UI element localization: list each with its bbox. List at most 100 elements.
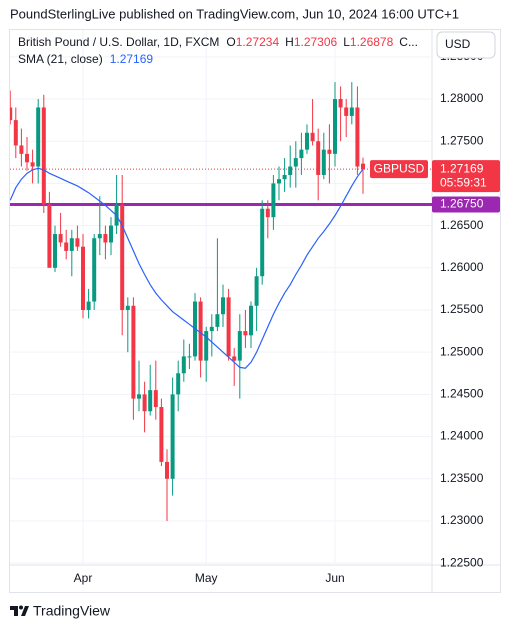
candle-body — [109, 225, 113, 243]
grid — [10, 30, 432, 565]
candle-body — [310, 132, 315, 142]
legend-item: 1.27306 — [294, 35, 338, 49]
candle-body — [131, 305, 136, 399]
y-tick-label: 1.26000 — [440, 260, 484, 274]
candle-body — [148, 390, 153, 412]
indicator-value: 1.27169 — [110, 52, 154, 66]
candle-body — [361, 163, 365, 170]
legend-row: British Pound / U.S. Dollar, 1D, FXCM O1.… — [18, 35, 418, 49]
candle-body — [165, 461, 169, 479]
candle-body — [293, 158, 298, 167]
candle-body — [97, 234, 102, 239]
candle-body — [25, 153, 29, 163]
candle-body — [321, 149, 326, 175]
indicator-legend: SMA (21, close) 1.27169 — [18, 52, 153, 66]
last-price-label: 1.27169 — [440, 161, 484, 175]
currency-button[interactable]: USD — [436, 31, 496, 59]
legend-item: British Pound / U.S. Dollar, 1D, FXCM — [18, 35, 219, 49]
price-axis: 1.22500 1.23000 1.23500 1.24000 1.24500 1.250… — [440, 49, 484, 569]
y-tick-label: 1.26500 — [440, 218, 484, 232]
candle-body — [349, 107, 354, 116]
candle-body — [170, 394, 175, 479]
candle-body — [30, 162, 35, 167]
y-tick-label: 1.24000 — [440, 429, 484, 443]
y-tick-label: 1.24500 — [440, 387, 484, 401]
candle-body — [316, 141, 321, 175]
candle-body — [305, 132, 309, 150]
candle-body — [277, 179, 281, 184]
last-price-tag — [432, 160, 500, 193]
candle-body — [19, 145, 24, 154]
candle-body — [69, 238, 74, 251]
candle-body — [288, 166, 293, 175]
candle-body — [237, 331, 242, 361]
legend-item: 1.27234 — [236, 35, 280, 49]
y-tick-label: 1.28000 — [440, 91, 484, 105]
candle-body — [153, 390, 158, 408]
hline-label: 1.26750 — [440, 197, 484, 211]
legend-item: L — [343, 35, 350, 49]
candle-body — [344, 107, 349, 116]
y-tick-label: 1.27500 — [440, 133, 484, 147]
candle-body — [249, 305, 253, 336]
y-tick-label: 1.22500 — [440, 555, 484, 569]
currency-button-box[interactable] — [436, 31, 496, 59]
x-tick-label: May — [195, 571, 218, 585]
y-tick-label: 1.23000 — [440, 513, 484, 527]
candle-body — [260, 208, 265, 277]
brand: TradingView — [10, 603, 111, 619]
candle-body — [103, 234, 108, 243]
candle-body — [92, 238, 97, 302]
candle-body — [13, 120, 18, 146]
ticker-label: GBPUSD — [374, 161, 425, 175]
logo-part — [19, 605, 23, 610]
candle-body — [265, 208, 270, 218]
candle-body — [75, 238, 80, 247]
candle-body — [282, 174, 287, 180]
candle-body — [198, 301, 203, 361]
candle-body — [333, 99, 337, 154]
candle-body — [355, 107, 360, 167]
plot-area — [10, 82, 432, 521]
logo-part — [10, 606, 18, 616]
candle-body — [327, 149, 332, 154]
candle-body — [176, 373, 181, 395]
candle-body — [142, 394, 147, 412]
candle-body — [215, 314, 220, 327]
indicator-name: SMA (21, close) — [18, 52, 103, 66]
candle-body — [181, 356, 186, 374]
y-tick-label: 1.25500 — [440, 302, 484, 316]
candle-body — [299, 149, 304, 159]
candle-body — [209, 326, 214, 332]
candle-body — [64, 242, 69, 251]
y-tick-label: 1.25000 — [440, 344, 484, 358]
candle-body — [338, 99, 343, 108]
currency-label[interactable]: USD — [445, 37, 471, 51]
candle-body — [58, 234, 63, 243]
y-tick-label: 1.23500 — [440, 471, 484, 485]
chart-frame — [9, 29, 501, 593]
candle-body — [137, 394, 141, 399]
legend-item: H — [285, 35, 294, 49]
candle-body — [232, 356, 237, 361]
candle-body — [221, 297, 225, 315]
candle-body — [86, 301, 91, 310]
candle-body — [41, 107, 46, 205]
legend-item: 1.26878 — [350, 35, 394, 49]
sma-line — [10, 167, 364, 369]
legend-item: C... — [399, 35, 418, 49]
candle-body — [243, 331, 248, 336]
x-tick-label: Apr — [74, 571, 93, 585]
hline-tag — [432, 196, 500, 213]
logo-part — [21, 606, 29, 616]
legend: British Pound / U.S. Dollar, 1D, FXCM O1.… — [18, 35, 418, 66]
candle-body — [125, 305, 130, 310]
candle-body — [226, 297, 231, 357]
countdown-label: 05:59:31 — [440, 175, 487, 189]
candle-body — [53, 234, 57, 268]
candle-body — [120, 204, 125, 310]
candle-body — [47, 204, 52, 268]
candle-body — [36, 107, 41, 167]
